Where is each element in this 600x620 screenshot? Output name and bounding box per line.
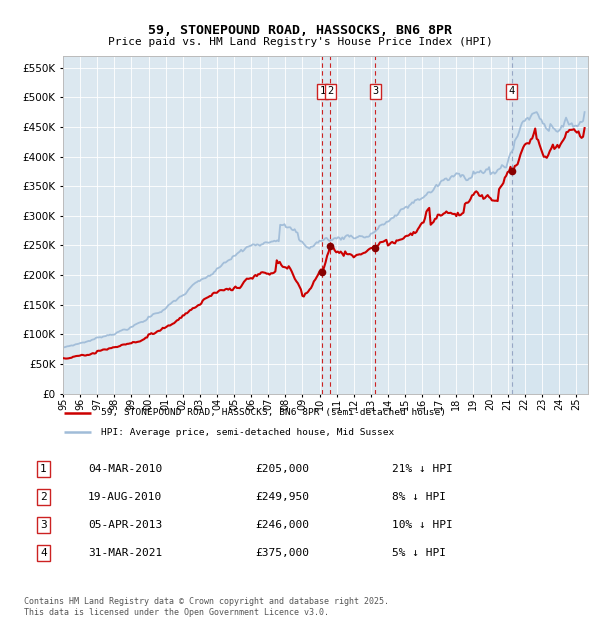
Text: 4: 4 bbox=[509, 86, 515, 96]
Text: £249,950: £249,950 bbox=[256, 492, 310, 502]
Bar bbox=[512, 56, 588, 394]
Text: HPI: Average price, semi-detached house, Mid Sussex: HPI: Average price, semi-detached house,… bbox=[101, 428, 394, 437]
Text: 05-APR-2013: 05-APR-2013 bbox=[88, 520, 163, 530]
Text: 1: 1 bbox=[319, 86, 326, 96]
Text: 2: 2 bbox=[327, 86, 334, 96]
Text: 3: 3 bbox=[372, 86, 379, 96]
Text: 31-MAR-2021: 31-MAR-2021 bbox=[88, 548, 163, 558]
Text: 21% ↓ HPI: 21% ↓ HPI bbox=[392, 464, 453, 474]
Text: 8% ↓ HPI: 8% ↓ HPI bbox=[392, 492, 446, 502]
Text: 2: 2 bbox=[40, 492, 47, 502]
Text: 59, STONEPOUND ROAD, HASSOCKS, BN6 8PR: 59, STONEPOUND ROAD, HASSOCKS, BN6 8PR bbox=[148, 24, 452, 37]
Text: 59, STONEPOUND ROAD, HASSOCKS, BN6 8PR (semi-detached house): 59, STONEPOUND ROAD, HASSOCKS, BN6 8PR (… bbox=[101, 409, 446, 417]
Text: £205,000: £205,000 bbox=[256, 464, 310, 474]
Text: 19-AUG-2010: 19-AUG-2010 bbox=[88, 492, 163, 502]
Text: Contains HM Land Registry data © Crown copyright and database right 2025.
This d: Contains HM Land Registry data © Crown c… bbox=[24, 598, 389, 617]
Text: 1: 1 bbox=[40, 464, 47, 474]
Text: Price paid vs. HM Land Registry's House Price Index (HPI): Price paid vs. HM Land Registry's House … bbox=[107, 37, 493, 47]
Text: 3: 3 bbox=[40, 520, 47, 530]
Text: 5% ↓ HPI: 5% ↓ HPI bbox=[392, 548, 446, 558]
Text: 4: 4 bbox=[40, 548, 47, 558]
Text: 04-MAR-2010: 04-MAR-2010 bbox=[88, 464, 163, 474]
Text: 10% ↓ HPI: 10% ↓ HPI bbox=[392, 520, 453, 530]
Text: £246,000: £246,000 bbox=[256, 520, 310, 530]
Text: £375,000: £375,000 bbox=[256, 548, 310, 558]
